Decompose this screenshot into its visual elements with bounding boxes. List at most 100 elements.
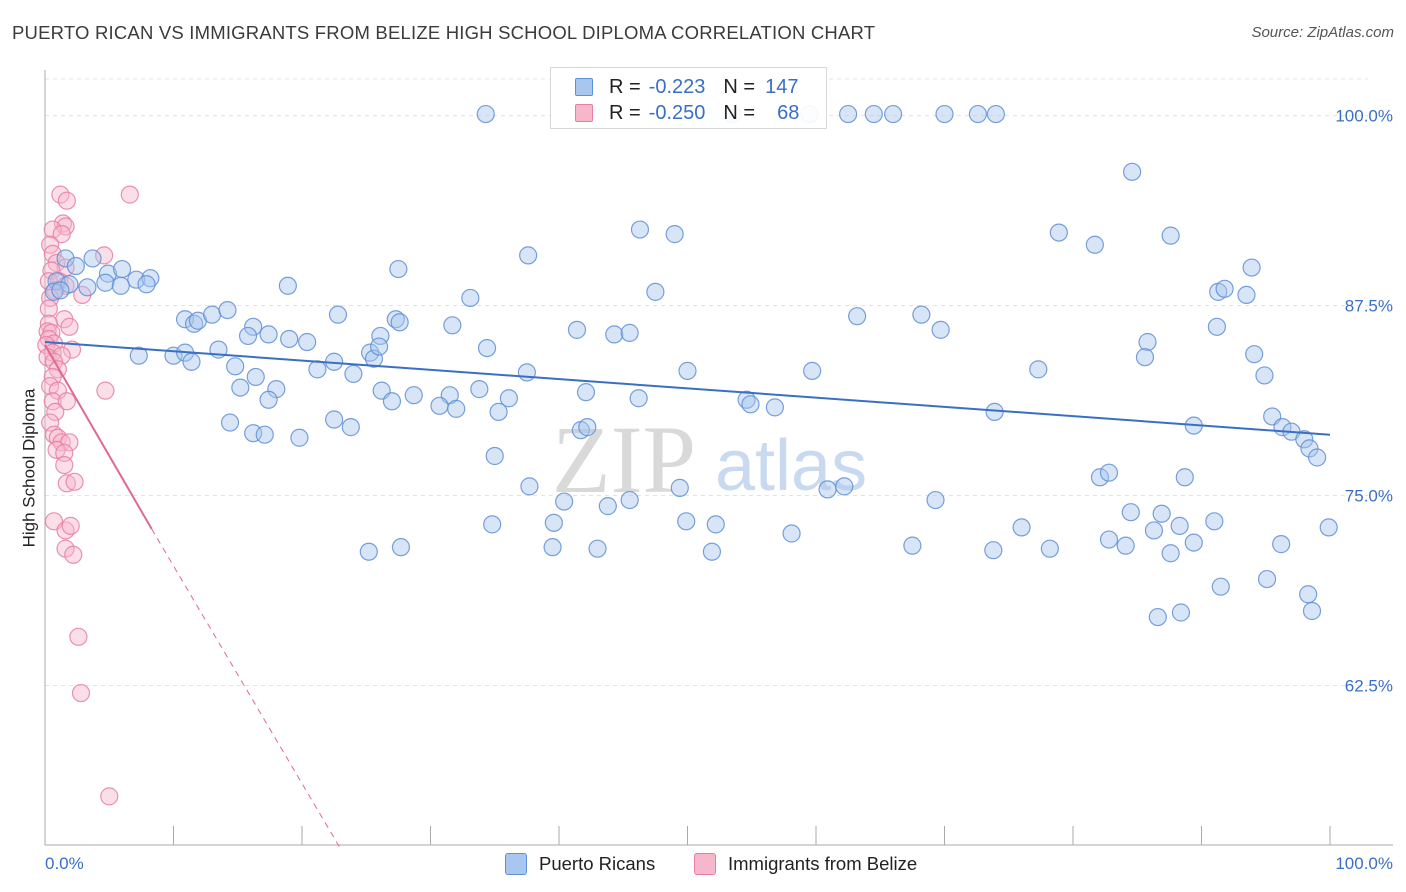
data-point-puerto-rican <box>1319 518 1338 537</box>
data-point-puerto-rican <box>903 536 922 555</box>
data-point-belize <box>43 220 62 239</box>
data-point-puerto-rican <box>1148 607 1167 627</box>
data-point-puerto-rican <box>968 104 988 124</box>
data-point-puerto-rican <box>1171 603 1191 622</box>
y-axis-label: High School Diploma <box>19 388 38 548</box>
data-point-belize <box>52 225 71 244</box>
legend-n-value: 147 <box>765 75 799 98</box>
data-point-puerto-rican <box>238 326 258 346</box>
data-point-puerto-rican <box>1161 226 1180 245</box>
bottom-legend-immigrants-from-belize: Immigrants from Belize <box>694 851 917 877</box>
data-point-puerto-rican <box>1135 348 1155 367</box>
data-point-puerto-rican <box>485 446 504 466</box>
data-point-puerto-rican <box>1049 223 1068 242</box>
data-point-puerto-rican <box>883 104 903 124</box>
watermark: ZIP atlas <box>552 406 867 513</box>
data-point-puerto-rican <box>620 490 639 510</box>
data-point-puerto-rican <box>290 428 309 447</box>
data-point-puerto-rican <box>670 478 689 497</box>
data-point-belize <box>55 455 74 475</box>
data-point-puerto-rican <box>1123 162 1142 181</box>
data-point-puerto-rican <box>1245 345 1264 364</box>
data-point-puerto-rican <box>51 281 70 300</box>
bottom-legend-puerto-ricans: Puerto Ricans <box>505 851 655 877</box>
data-point-puerto-rican <box>1161 544 1180 563</box>
data-point-puerto-rican <box>111 276 130 295</box>
data-point-puerto-rican <box>182 352 201 371</box>
data-point-puerto-rican <box>298 332 317 352</box>
data-point-puerto-rican <box>341 418 360 437</box>
data-point-puerto-rican <box>1090 468 1110 487</box>
data-point-puerto-rican <box>391 538 411 557</box>
data-point-puerto-rican <box>129 346 148 365</box>
x-tick-label-max: 100.0% <box>1335 854 1393 873</box>
data-point-puerto-rican <box>630 220 650 239</box>
data-point-puerto-rican <box>702 542 722 561</box>
data-point-belize <box>57 392 76 411</box>
trend-line-belize-extension <box>151 528 340 847</box>
data-point-belize <box>95 246 114 265</box>
data-point-belize <box>71 683 91 703</box>
data-point-belize <box>57 191 76 210</box>
data-point-puerto-rican <box>325 410 344 429</box>
data-point-puerto-rican <box>1085 235 1104 254</box>
data-point-belize <box>46 402 65 422</box>
data-point-puerto-rican <box>56 249 75 268</box>
data-point-puerto-rican <box>517 363 536 382</box>
bottom-legend-label: Puerto Ricans <box>539 853 656 874</box>
data-point-puerto-rican <box>835 477 854 496</box>
data-point-puerto-rican <box>280 329 299 349</box>
data-point-puerto-rican <box>912 305 931 324</box>
bottom-legend-swatch-blue <box>505 853 527 875</box>
data-point-puerto-rican <box>218 300 237 320</box>
data-point-puerto-rican <box>598 497 617 516</box>
data-point-puerto-rican <box>359 542 378 561</box>
data-point-puerto-rican <box>677 512 696 531</box>
data-point-puerto-rican <box>1099 463 1119 482</box>
data-point-belize <box>39 299 58 318</box>
data-point-puerto-rican <box>520 477 539 496</box>
y-tick-label: 75.0% <box>1345 486 1393 505</box>
data-point-puerto-rican <box>1138 332 1157 352</box>
data-point-puerto-rican <box>476 104 495 124</box>
data-point-puerto-rican <box>678 361 697 380</box>
data-point-belize <box>65 472 84 491</box>
data-point-belize <box>62 340 82 359</box>
y-tick-label: 100.0% <box>1335 107 1393 126</box>
data-point-puerto-rican <box>370 337 389 356</box>
data-point-puerto-rican <box>1040 539 1059 558</box>
data-point-puerto-rican <box>1184 533 1203 552</box>
data-point-belize <box>64 545 83 564</box>
data-point-puerto-rican <box>1255 366 1274 385</box>
data-point-puerto-rican <box>984 541 1003 560</box>
data-point-puerto-rican <box>477 338 497 358</box>
data-point-puerto-rican <box>489 402 508 422</box>
axes <box>44 70 1393 846</box>
data-point-puerto-rican <box>1308 448 1327 467</box>
legend-r-value: -0.223 <box>648 75 706 98</box>
data-point-puerto-rican <box>1237 285 1256 305</box>
legend-swatch-pink <box>575 104 593 122</box>
data-point-puerto-rican <box>848 307 867 326</box>
data-point-puerto-rican <box>226 357 245 376</box>
data-point-belize <box>43 392 62 411</box>
legend-n-label: N = <box>723 75 756 98</box>
data-point-puerto-rican <box>543 538 562 557</box>
data-point-puerto-rican <box>1121 503 1140 522</box>
data-point-belize <box>60 317 79 336</box>
data-point-puerto-rican <box>555 492 574 511</box>
data-point-puerto-rican <box>328 305 348 324</box>
data-point-puerto-rican <box>83 249 102 268</box>
source-credit: Source: ZipAtlas.com <box>1251 24 1394 41</box>
data-point-puerto-rican <box>430 396 449 415</box>
data-point-puerto-rican <box>1242 258 1261 277</box>
tick-labels: 100.0% 87.5% 75.0% 62.5% 0.0% 100.0% <box>45 107 1393 873</box>
data-point-puerto-rican <box>461 288 480 308</box>
bottom-legend-swatch-pink <box>694 853 716 875</box>
data-point-puerto-rican <box>931 320 950 339</box>
x-tick-label-min: 0.0% <box>45 854 84 873</box>
trend-line-belize <box>44 344 153 530</box>
data-point-puerto-rican <box>605 325 624 344</box>
bottom-legend-label: Immigrants from Belize <box>728 853 918 874</box>
